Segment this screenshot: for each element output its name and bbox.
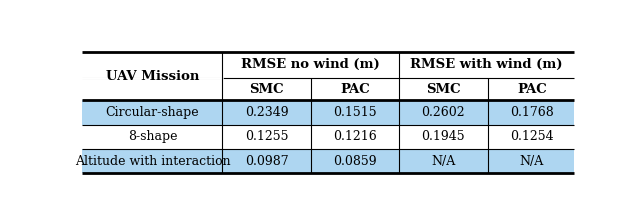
Text: RMSE no wind (m): RMSE no wind (m) [241, 58, 380, 71]
Text: 0.1515: 0.1515 [333, 106, 377, 119]
Text: 0.1768: 0.1768 [510, 106, 554, 119]
Text: N/A: N/A [520, 155, 544, 168]
Text: RMSE with wind (m): RMSE with wind (m) [410, 58, 563, 71]
Text: 0.0987: 0.0987 [245, 155, 289, 168]
Bar [83, 52, 573, 78]
Text: SMC: SMC [250, 83, 284, 96]
Text: PAC: PAC [517, 83, 547, 96]
Text: SMC: SMC [426, 83, 461, 96]
Text: 0.1255: 0.1255 [245, 130, 289, 143]
Text: 0.2349: 0.2349 [245, 106, 289, 119]
Text: 0.0859: 0.0859 [333, 155, 377, 168]
Text: N/A: N/A [431, 155, 456, 168]
Text: 0.1216: 0.1216 [333, 130, 377, 143]
Bar [83, 78, 573, 100]
Text: Circular-shape: Circular-shape [106, 106, 199, 119]
Text: UAV Mission: UAV Mission [106, 70, 199, 83]
Bar [83, 125, 573, 149]
Text: Altitude with interaction: Altitude with interaction [75, 155, 230, 168]
Bar [83, 100, 573, 125]
Text: 0.2602: 0.2602 [422, 106, 465, 119]
Text: 8-shape: 8-shape [128, 130, 177, 143]
Text: 0.1945: 0.1945 [422, 130, 465, 143]
Bar [83, 149, 573, 173]
Text: 0.1254: 0.1254 [510, 130, 554, 143]
Text: PAC: PAC [340, 83, 370, 96]
